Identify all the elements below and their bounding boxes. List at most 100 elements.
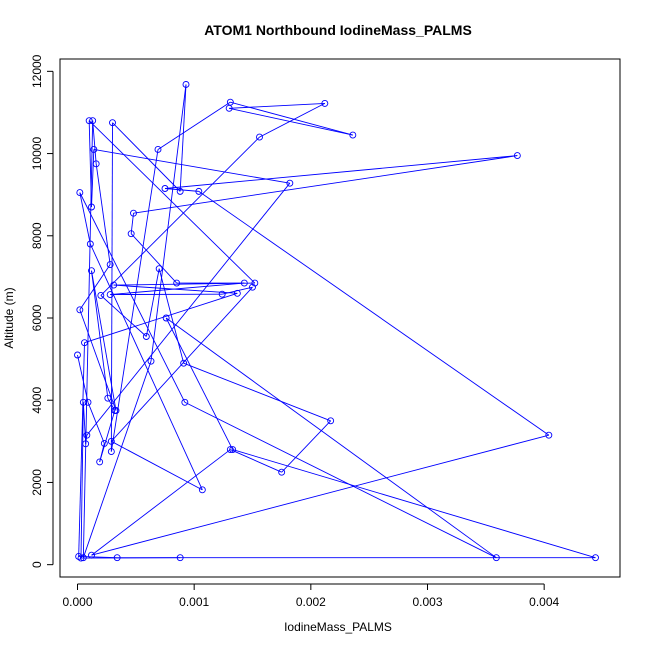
series-line-segment bbox=[230, 449, 282, 473]
series-line-segment bbox=[82, 361, 152, 558]
data-point bbox=[173, 279, 181, 287]
data-point bbox=[513, 152, 521, 160]
data-point bbox=[85, 117, 93, 125]
y-tick-label: 6000 bbox=[30, 304, 44, 331]
series-line-segment bbox=[91, 149, 95, 208]
x-tick-label: 0.000 bbox=[62, 595, 92, 609]
data-point bbox=[278, 468, 286, 476]
data-point bbox=[162, 314, 170, 322]
data-point bbox=[79, 398, 87, 406]
y-tick-label: 10000 bbox=[30, 137, 44, 171]
data-point bbox=[226, 446, 234, 454]
series-line-segment bbox=[79, 264, 111, 311]
series-line-segment bbox=[133, 155, 518, 214]
data-point bbox=[286, 179, 294, 187]
y-tick-label: 2000 bbox=[30, 469, 44, 496]
data-point bbox=[106, 261, 114, 269]
data-point bbox=[88, 551, 95, 559]
series-line-segment bbox=[229, 102, 325, 109]
series-line-segment bbox=[79, 309, 117, 411]
series-line-segment bbox=[111, 440, 203, 491]
data-point bbox=[592, 554, 599, 562]
data-point bbox=[180, 359, 188, 367]
data-point bbox=[74, 351, 81, 359]
series-line-segment bbox=[100, 136, 260, 296]
data-point bbox=[176, 187, 184, 195]
series-line-segment bbox=[87, 402, 105, 444]
data-point bbox=[492, 554, 500, 562]
series-line-segment bbox=[145, 268, 160, 337]
data-point bbox=[107, 448, 115, 456]
series-line-segment bbox=[179, 84, 187, 192]
series-line-segment bbox=[112, 122, 181, 192]
data-point bbox=[142, 333, 150, 340]
data-point bbox=[76, 189, 84, 197]
series-line-segment bbox=[80, 402, 84, 559]
data-point bbox=[256, 133, 263, 141]
series-line-segment bbox=[82, 402, 87, 444]
data-point bbox=[229, 446, 237, 454]
series-line-segment bbox=[91, 434, 549, 556]
series-line-segment bbox=[229, 107, 353, 136]
data-point bbox=[82, 440, 90, 448]
series-line-segment bbox=[84, 292, 238, 344]
data-point bbox=[77, 554, 85, 562]
series-line-segment bbox=[91, 449, 231, 556]
series-line-segment bbox=[259, 103, 326, 138]
series-line-segment bbox=[183, 362, 331, 422]
series-line-segment bbox=[164, 188, 199, 192]
data-point bbox=[100, 439, 108, 447]
series-line-segment bbox=[91, 270, 109, 399]
data-point bbox=[251, 279, 259, 287]
series-line-segment bbox=[184, 401, 497, 559]
data-point bbox=[130, 209, 137, 217]
series-line-segment bbox=[92, 120, 97, 164]
series-line-segment bbox=[111, 286, 253, 442]
series-line-segment bbox=[89, 243, 203, 491]
data-point bbox=[249, 283, 256, 291]
y-axis: 0 2000 4000 6000 8000 10000 12000 bbox=[30, 54, 54, 568]
series-line-segment bbox=[165, 317, 497, 559]
series-line-segment bbox=[157, 101, 231, 150]
data-point bbox=[161, 185, 169, 192]
data-point bbox=[107, 437, 115, 445]
series-line-segment bbox=[79, 192, 186, 403]
series-line-segment bbox=[164, 155, 518, 189]
data-point bbox=[88, 203, 95, 211]
data-point bbox=[92, 160, 100, 168]
series-line-segment bbox=[130, 233, 177, 284]
data-point bbox=[79, 554, 87, 562]
data-point bbox=[81, 339, 88, 347]
data-point bbox=[88, 267, 95, 275]
data-point bbox=[90, 145, 98, 153]
series-line-segment bbox=[113, 282, 255, 286]
data-point bbox=[218, 290, 226, 298]
series-line-segment bbox=[198, 191, 550, 436]
data-point bbox=[110, 281, 118, 289]
data-point bbox=[104, 394, 112, 402]
series-line-segment bbox=[93, 149, 290, 184]
data-point bbox=[176, 554, 184, 562]
x-tick-label: 0.002 bbox=[296, 595, 326, 609]
series-line-segment bbox=[281, 420, 331, 473]
series-line-segment bbox=[78, 555, 118, 559]
series-line-segment bbox=[110, 282, 245, 296]
y-tick-label: 12000 bbox=[30, 54, 44, 88]
data-point bbox=[198, 486, 206, 494]
data-point bbox=[327, 417, 335, 425]
data-point bbox=[113, 554, 121, 562]
data-point bbox=[84, 398, 92, 406]
y-axis-label: Altitude (m) bbox=[2, 287, 16, 348]
data-point bbox=[240, 279, 248, 287]
plot-frame bbox=[59, 58, 621, 578]
series-line-segment bbox=[99, 410, 116, 463]
y-tick-label: 4000 bbox=[30, 387, 44, 414]
y-tick-label: 0 bbox=[30, 561, 44, 568]
series-line-segment bbox=[110, 149, 159, 452]
data-point bbox=[181, 398, 189, 406]
series-line-segment bbox=[77, 354, 89, 403]
series-points bbox=[74, 81, 599, 562]
x-axis: 0.000 0.001 0.002 0.003 0.004 bbox=[62, 583, 560, 609]
data-point bbox=[182, 81, 190, 88]
data-point bbox=[106, 291, 114, 299]
